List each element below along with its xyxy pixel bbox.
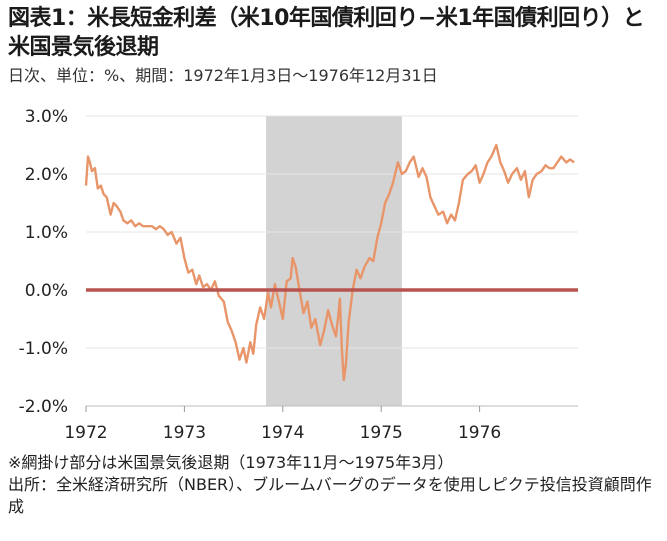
chart-subtitle: 日次、単位：%、期間：1972年1月3日〜1976年12月31日 (8, 66, 438, 85)
y-tick-label: 1.0% (25, 223, 68, 243)
footnotes: ※網掛け部分は米国景気後退期（1973年11月〜1975年3月） 出所：全米経済… (8, 452, 663, 518)
x-tick-label: 1976 (458, 423, 501, 443)
chart-title: 図表1：米長短金利差（米10年国債利回り−米1年国債利回り）と米国景気後退期 (8, 6, 645, 60)
note-recession-period: ※網掛け部分は米国景気後退期（1973年11月〜1975年3月） (8, 453, 454, 472)
y-axis-tick-labels: 3.0% 2.0% 1.0% 0.0% -1.0% -2.0% (19, 107, 68, 417)
y-tick-label: 2.0% (25, 165, 68, 185)
x-tick-label: 1974 (261, 423, 304, 443)
x-tick-label: 1973 (163, 423, 206, 443)
y-tick-label: 3.0% (25, 107, 68, 127)
y-tick-label: 0.0% (25, 281, 68, 301)
recession-shading (266, 116, 402, 406)
recession-shading-layer (266, 116, 402, 406)
x-tick-label: 1975 (360, 423, 403, 443)
series-layer (84, 143, 575, 382)
series-line (84, 143, 575, 382)
x-axis-tick-labels: 1972 1973 1974 1975 1976 (64, 406, 501, 443)
y-tick-label: -1.0% (19, 339, 68, 359)
chart-area: 3.0%2.0%1.0%0.0%-1.0%-2.0% 1972 1973 1974 1… (19, 107, 578, 443)
y-tick-label: -2.0% (19, 397, 68, 417)
gridlines-layer (86, 115, 578, 407)
note-source: 出所：全米経済研究所（NBER）、ブルームバーグのデータを使用しピクテ投信投資顧… (8, 475, 652, 516)
x-tick-label: 1972 (64, 423, 107, 443)
